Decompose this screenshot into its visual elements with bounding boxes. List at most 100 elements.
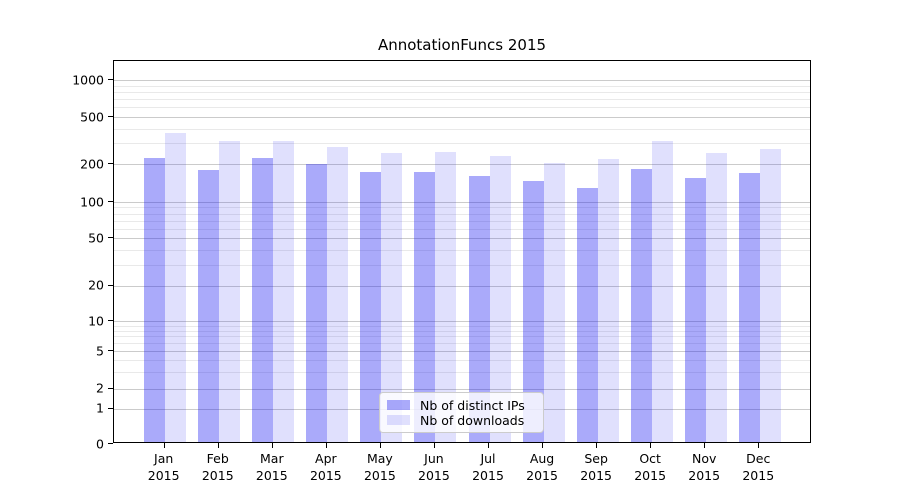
x-tick-label-jan: Jan 2015 <box>147 451 180 483</box>
bar-distinct-ips-oct <box>630 169 652 442</box>
bar-distinct-ips-sep <box>576 188 598 442</box>
y-tick-label: 500 <box>80 109 104 124</box>
bar-downloads-nov <box>705 152 727 442</box>
y-tick-mark <box>108 320 113 321</box>
gridline-minor <box>114 99 810 101</box>
gridline-major <box>114 238 810 239</box>
bar-downloads-dec <box>759 149 781 442</box>
x-tick-mark <box>488 443 489 448</box>
legend-swatch-distinct-ips <box>387 400 410 410</box>
y-tick-mark <box>108 201 113 202</box>
x-tick-mark <box>704 443 706 448</box>
gridline-minor <box>114 330 810 332</box>
legend-item-distinct-ips: Nb of distinct IPs <box>387 397 536 413</box>
x-tick-label-nov: Nov 2015 <box>688 451 721 483</box>
gridline-minor <box>114 207 810 209</box>
x-tick-label-dec: Dec 2015 <box>742 451 775 483</box>
bar-distinct-ips-may <box>360 171 382 442</box>
y-tick-mark <box>108 116 113 117</box>
x-tick-label-may: May 2015 <box>363 451 396 483</box>
x-tick-mark <box>650 443 652 448</box>
bar-distinct-ips-aug <box>522 181 544 442</box>
y-tick-label: 0 <box>96 436 104 451</box>
y-tick-label: 5 <box>96 343 104 358</box>
bar-distinct-ips-nov <box>684 177 706 442</box>
legend-label-downloads: Nb of downloads <box>420 412 525 428</box>
y-tick-mark <box>108 79 113 80</box>
bar-downloads-sep <box>597 159 619 442</box>
bar-downloads-aug <box>543 163 565 442</box>
chart-title: AnnotationFuncs 2015 <box>377 36 547 54</box>
gridline-major <box>114 117 810 118</box>
bar-downloads-oct <box>651 141 673 442</box>
bar-downloads-jul <box>489 155 511 442</box>
y-tick-label: 100 <box>80 194 104 209</box>
gridline-minor <box>114 264 810 266</box>
gridline-minor <box>114 343 810 345</box>
x-tick-label-jun: Jun 2015 <box>418 451 450 483</box>
bar-downloads-apr <box>327 147 349 442</box>
bar-distinct-ips-jul <box>468 176 490 442</box>
gridline-minor <box>114 85 810 87</box>
x-tick-mark <box>163 443 165 448</box>
y-tick-label: 1000 <box>72 72 104 87</box>
x-tick-label-sep: Sep 2015 <box>580 451 612 483</box>
bar-downloads-mar <box>273 141 295 442</box>
gridline-minor <box>114 228 810 230</box>
y-tick-mark <box>108 237 113 238</box>
bar-downloads-feb <box>219 140 241 442</box>
gridline-minor <box>114 372 810 374</box>
bar-distinct-ips-jan <box>144 158 166 442</box>
y-tick-mark <box>108 443 113 444</box>
gridline-major <box>114 388 810 390</box>
x-tick-label-jul: Jul 2015 <box>472 451 504 483</box>
x-tick-mark <box>433 443 435 448</box>
gridline-major <box>114 80 810 81</box>
legend-item-downloads: Nb of downloads <box>387 412 536 428</box>
x-tick-mark <box>271 443 273 448</box>
gridline-major <box>114 351 810 352</box>
plot-area <box>113 60 811 443</box>
x-tick-mark <box>379 443 381 448</box>
x-tick-label-oct: Oct 2015 <box>634 451 667 483</box>
gridline-minor <box>114 325 810 327</box>
y-tick-label: 20 <box>88 277 104 293</box>
y-tick-label: 1 <box>96 400 104 416</box>
y-tick-mark <box>108 163 113 165</box>
bar-distinct-ips-apr <box>306 164 328 442</box>
x-tick-mark <box>596 443 598 448</box>
y-tick-label: 2 <box>96 380 104 396</box>
x-tick-mark <box>217 443 219 448</box>
x-tick-mark <box>542 443 544 448</box>
y-tick-label: 200 <box>80 156 104 172</box>
gridline-minor <box>114 249 810 251</box>
y-tick-mark <box>108 284 113 286</box>
y-tick-mark <box>108 387 113 389</box>
y-tick-label: 10 <box>88 313 104 328</box>
bar-distinct-ips-dec <box>738 173 760 442</box>
legend: Nb of distinct IPs Nb of downloads <box>379 392 544 433</box>
bar-distinct-ips-jun <box>414 172 436 442</box>
x-tick-label-aug: Aug 2015 <box>526 451 558 483</box>
bar-downloads-may <box>381 153 403 442</box>
gridline-major <box>114 321 810 322</box>
bar-distinct-ips-mar <box>252 158 274 442</box>
x-tick-label-mar: Mar 2015 <box>255 451 288 483</box>
gridline-major <box>114 202 810 203</box>
legend-label-distinct-ips: Nb of distinct IPs <box>420 397 525 413</box>
x-tick-label-feb: Feb 2015 <box>201 451 234 483</box>
bar-distinct-ips-feb <box>198 170 220 442</box>
gridline-minor <box>114 336 810 338</box>
gridline-minor <box>114 213 810 215</box>
x-tick-label-apr: Apr 2015 <box>309 451 342 483</box>
x-tick-mark <box>758 443 760 448</box>
gridline-major <box>114 164 810 166</box>
gridline-minor <box>114 360 810 362</box>
legend-swatch-downloads <box>387 415 410 425</box>
gridline-minor <box>114 143 810 145</box>
x-tick-mark <box>325 443 327 448</box>
gridline-minor <box>114 220 810 222</box>
bar-downloads-jun <box>435 152 457 442</box>
gridline-major <box>114 285 810 287</box>
